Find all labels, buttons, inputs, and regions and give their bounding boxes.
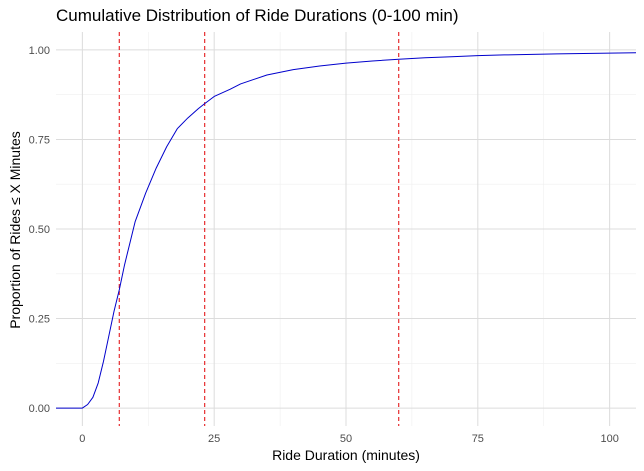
x-tick-label: 75: [472, 433, 484, 445]
x-tick-label: 100: [600, 433, 618, 445]
y-tick-label: 0.00: [29, 403, 50, 415]
y-tick-label: 0.50: [29, 224, 50, 236]
x-axis-ticks: 0 25 50 75 100: [79, 433, 619, 445]
y-tick-label: 0.25: [29, 314, 50, 326]
cdf-line: [56, 52, 637, 409]
y-tick-label: 1.00: [29, 45, 50, 57]
x-tick-label: 50: [340, 433, 352, 445]
y-axis-title: Proportion of Rides ≤ X Minutes: [7, 131, 23, 329]
chart-title: Cumulative Distribution of Ride Duration…: [56, 6, 459, 25]
reference-lines: [118, 32, 400, 426]
x-tick-label: 25: [208, 433, 220, 445]
series-layer: [56, 52, 637, 409]
grid-lines: [56, 32, 636, 426]
y-axis-ticks: 0.00 0.25 0.50 0.75 1.00: [29, 45, 50, 415]
x-axis-title: Ride Duration (minutes): [272, 447, 420, 463]
y-tick-label: 0.75: [29, 134, 50, 146]
x-tick-label: 0: [79, 433, 85, 445]
